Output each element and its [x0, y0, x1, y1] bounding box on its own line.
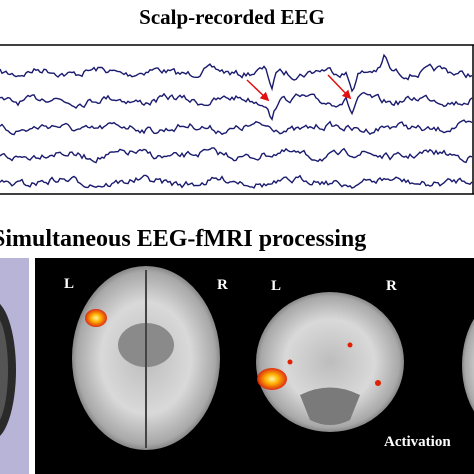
head-panel: [0, 258, 29, 474]
mri-panel: L R L R Activation: [35, 258, 474, 474]
right-label: R: [386, 278, 397, 294]
eeg-trace: [0, 174, 473, 189]
eeg-traces: [0, 53, 473, 189]
activation-blob: [85, 309, 107, 327]
head-detail: [0, 320, 8, 420]
eeg-trace: [0, 91, 473, 122]
spike-arrow: [327, 74, 352, 100]
eeg-trace: [0, 147, 473, 164]
eeg-trace: [0, 53, 473, 93]
spike-arrow: [246, 79, 270, 102]
eeg-title: Scalp-recorded EEG: [139, 5, 325, 29]
left-label: L: [271, 278, 281, 294]
coronal-brain: [256, 292, 404, 432]
eeg-trace: [0, 119, 473, 136]
right-label: R: [217, 277, 228, 293]
section-title: Simultaneous EEG-fMRI processing: [0, 226, 366, 252]
left-label: L: [64, 276, 74, 292]
brainstem: [300, 387, 360, 425]
activation-spot: [347, 342, 353, 348]
activation-blob: [257, 368, 287, 390]
activation-spot: [375, 380, 381, 386]
activation-spot: [287, 359, 293, 365]
eeg-panel: [0, 44, 474, 195]
sagittal-brain: [462, 318, 474, 412]
caption: Activation: [384, 434, 451, 450]
